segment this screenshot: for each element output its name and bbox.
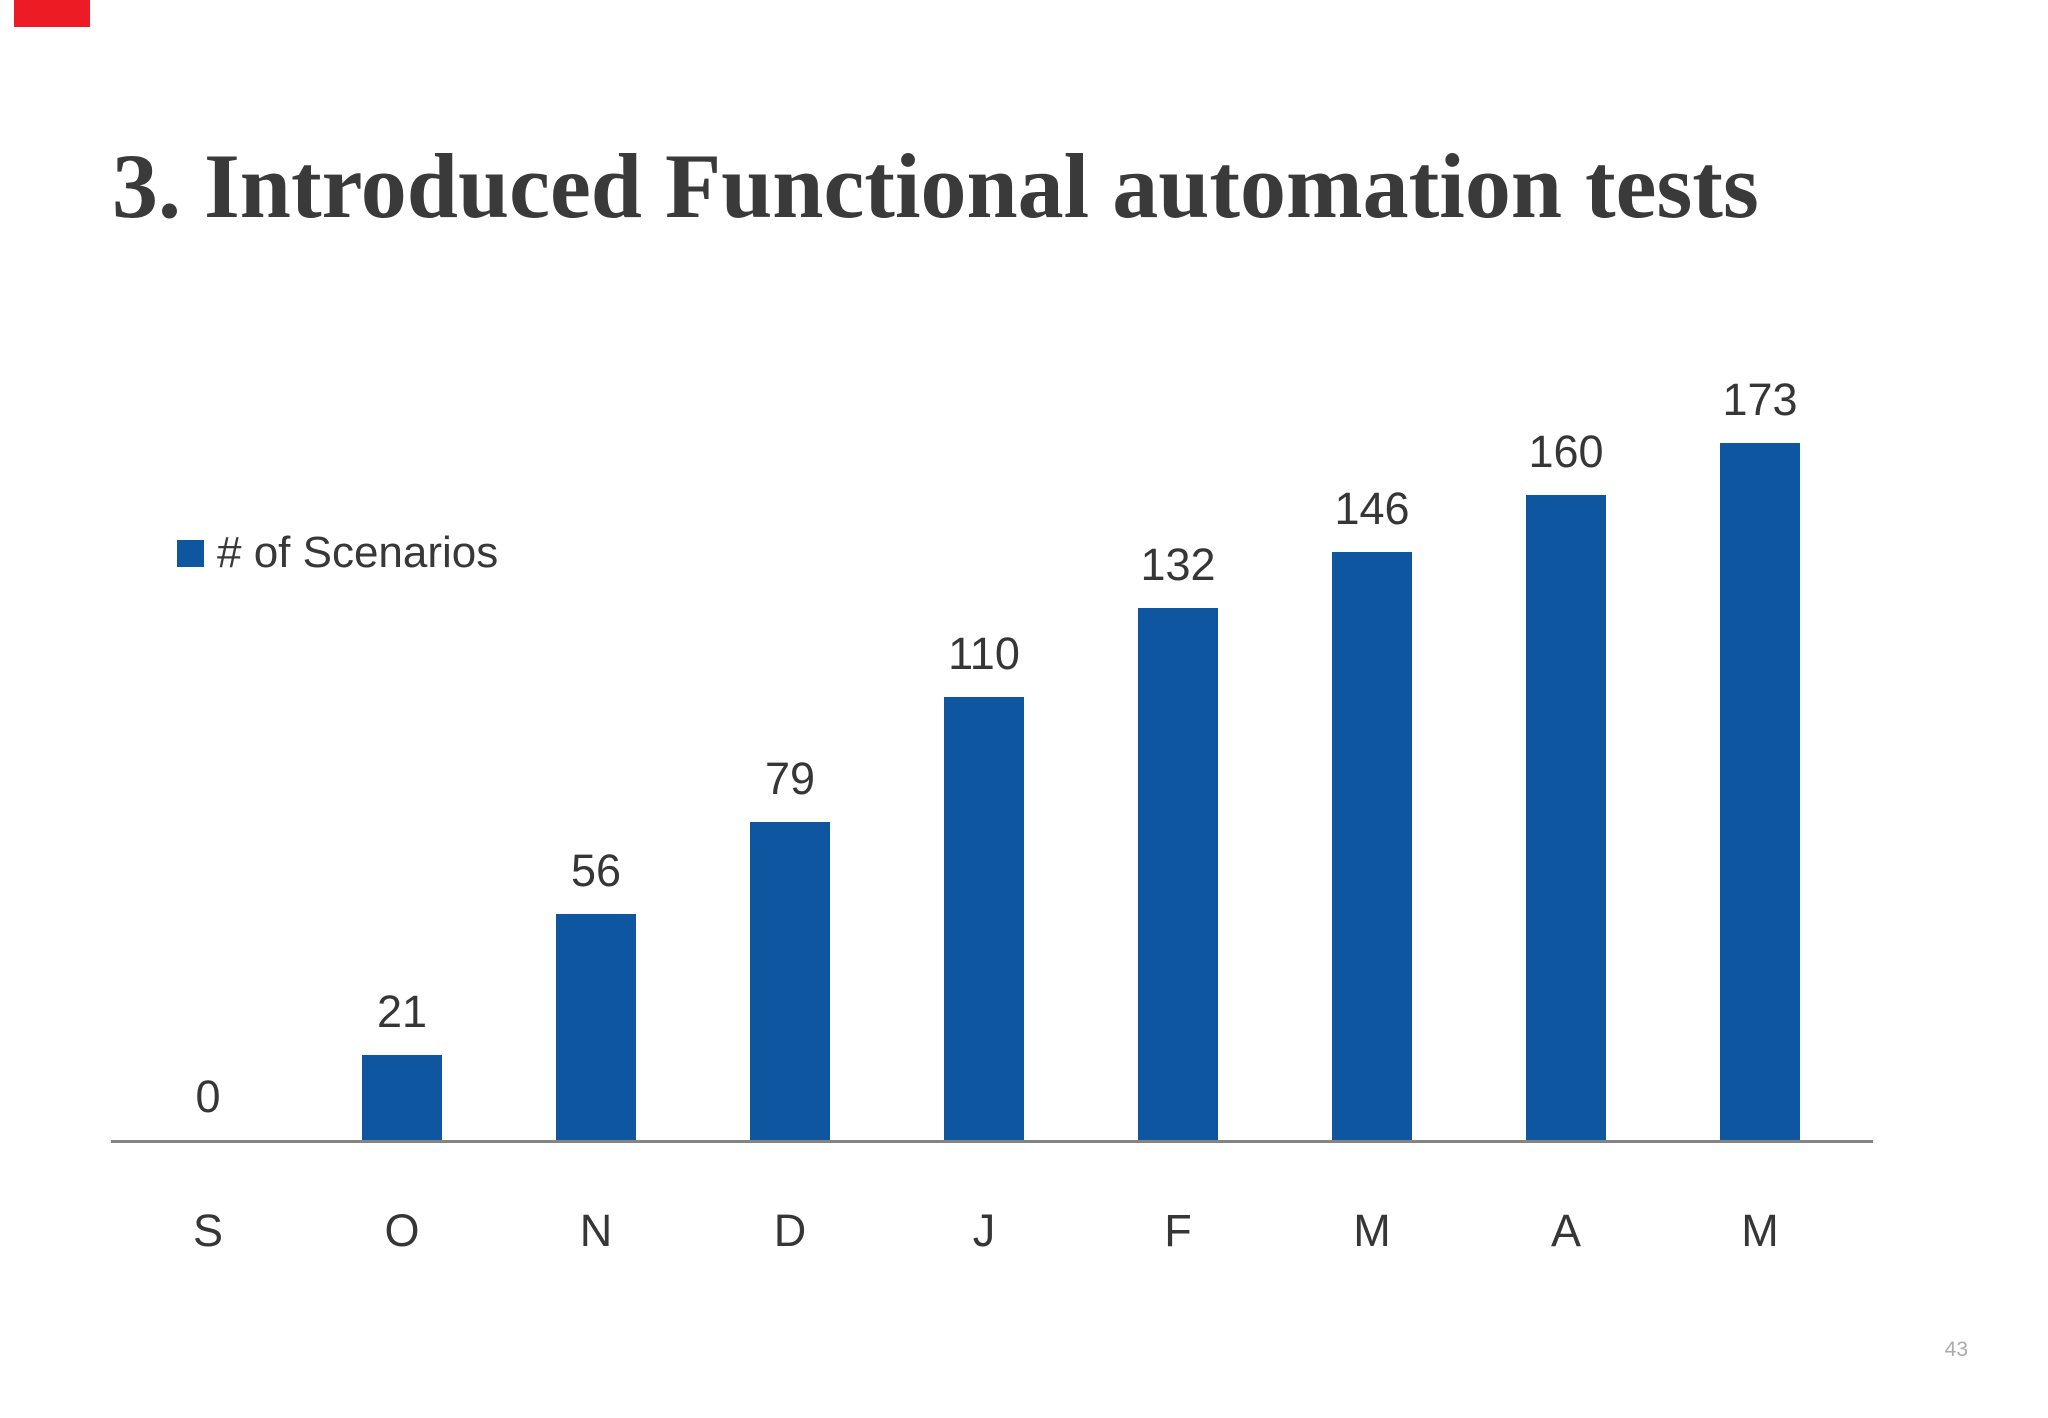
bar-slot: 56 bbox=[499, 0, 693, 1140]
legend-swatch-icon bbox=[177, 539, 204, 567]
bar bbox=[556, 914, 636, 1140]
slide-title: 3. Introduced Functional automation test… bbox=[112, 134, 1759, 237]
bar-value-label: 0 bbox=[195, 1071, 221, 1122]
category-label: F bbox=[1164, 1205, 1192, 1256]
chart-legend: # of Scenarios bbox=[177, 530, 498, 576]
bar bbox=[1720, 443, 1800, 1140]
bar-value-label: 56 bbox=[570, 845, 622, 896]
bar-slot: 21 bbox=[305, 0, 499, 1140]
bar-value-label: 21 bbox=[376, 986, 428, 1037]
category-label: M bbox=[1741, 1205, 1779, 1256]
bar-value-label: 79 bbox=[764, 753, 816, 804]
bar bbox=[362, 1055, 442, 1140]
bar bbox=[1138, 608, 1218, 1140]
category-label: M bbox=[1353, 1205, 1391, 1256]
bar-slot: 160 bbox=[1469, 0, 1663, 1140]
bar-slot: 173 bbox=[1663, 0, 1857, 1140]
bar-value-label: 146 bbox=[1334, 483, 1410, 534]
bar bbox=[750, 822, 830, 1140]
category-label: N bbox=[579, 1205, 613, 1256]
legend-label: # of Scenarios bbox=[217, 528, 499, 577]
bar-slot: 0 bbox=[111, 0, 305, 1140]
bar-chart-plot-area: 0 21 56 79 110 132 146 160 173 bbox=[111, 0, 1857, 1140]
category-label: O bbox=[384, 1205, 420, 1256]
bar bbox=[1332, 552, 1412, 1140]
category-label: A bbox=[1550, 1205, 1581, 1256]
x-axis-line bbox=[111, 1140, 1873, 1143]
bar bbox=[1526, 495, 1606, 1140]
bar bbox=[944, 697, 1024, 1140]
bar-slot: 146 bbox=[1275, 0, 1469, 1140]
bar-value-label: 132 bbox=[1140, 539, 1216, 590]
bar-slot: 110 bbox=[887, 0, 1081, 1140]
bar-slot: 132 bbox=[1081, 0, 1275, 1140]
bar-value-label: 160 bbox=[1528, 426, 1604, 477]
bar-slot: 79 bbox=[693, 0, 887, 1140]
category-label: S bbox=[192, 1205, 223, 1256]
category-label: D bbox=[773, 1205, 807, 1256]
page-number: 43 bbox=[1944, 1338, 1968, 1361]
bar-value-label: 110 bbox=[948, 628, 1020, 679]
bar-value-label: 173 bbox=[1722, 374, 1798, 425]
category-label: J bbox=[972, 1205, 996, 1256]
corner-accent-mark bbox=[14, 0, 90, 27]
